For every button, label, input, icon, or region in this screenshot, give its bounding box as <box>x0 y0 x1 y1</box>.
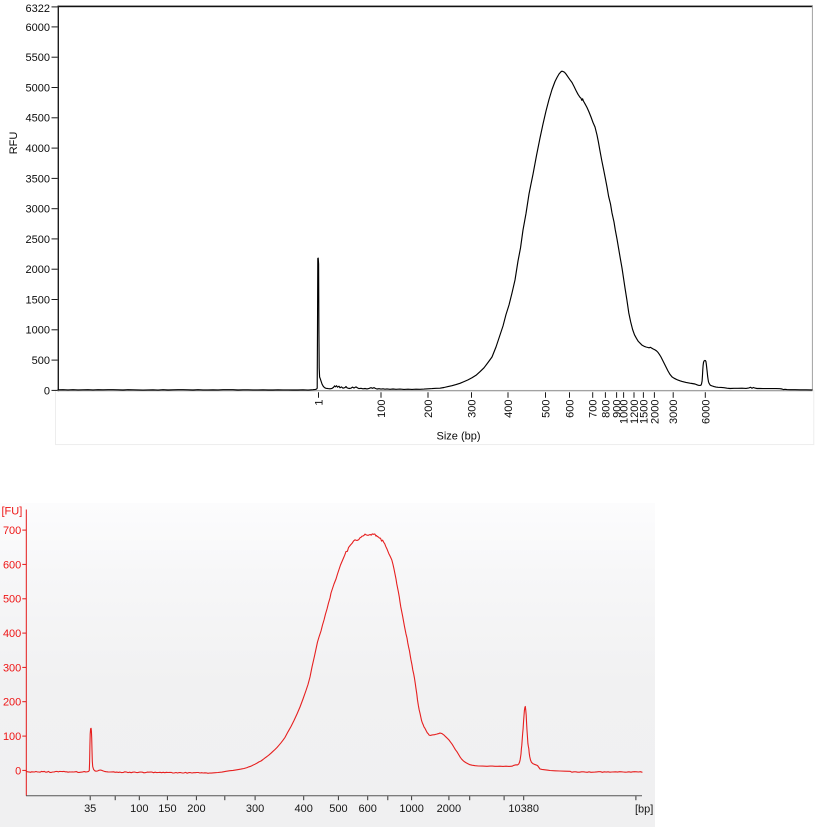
svg-text:400: 400 <box>3 628 21 640</box>
svg-text:0: 0 <box>15 765 21 777</box>
svg-text:500: 500 <box>32 355 50 367</box>
svg-text:[FU]: [FU] <box>2 505 23 517</box>
svg-text:[bp]: [bp] <box>635 803 653 815</box>
svg-text:1000: 1000 <box>26 325 50 337</box>
svg-text:700: 700 <box>3 525 21 537</box>
svg-text:200: 200 <box>187 803 205 815</box>
svg-text:300: 300 <box>246 803 264 815</box>
svg-text:1: 1 <box>314 400 326 406</box>
svg-text:100: 100 <box>376 400 388 418</box>
svg-text:1000: 1000 <box>619 400 631 424</box>
svg-text:10380: 10380 <box>508 803 539 815</box>
svg-text:1500: 1500 <box>26 294 50 306</box>
svg-text:4000: 4000 <box>26 143 50 155</box>
svg-text:3500: 3500 <box>26 173 50 185</box>
svg-text:500: 500 <box>3 594 21 606</box>
svg-text:900: 900 <box>612 400 624 418</box>
svg-text:700: 700 <box>588 400 600 418</box>
svg-text:300: 300 <box>467 400 479 418</box>
svg-text:100: 100 <box>3 731 21 743</box>
svg-text:200: 200 <box>423 400 435 418</box>
svg-text:2000: 2000 <box>437 803 461 815</box>
svg-text:0: 0 <box>44 385 50 397</box>
svg-text:5500: 5500 <box>26 52 50 64</box>
svg-text:400: 400 <box>503 400 515 418</box>
svg-text:6322: 6322 <box>26 3 50 15</box>
svg-text:600: 600 <box>565 400 577 418</box>
svg-text:800: 800 <box>600 400 612 418</box>
svg-text:5000: 5000 <box>26 82 50 94</box>
svg-text:100: 100 <box>130 803 148 815</box>
svg-text:4500: 4500 <box>26 113 50 125</box>
svg-text:6000: 6000 <box>26 22 50 34</box>
svg-text:500: 500 <box>329 803 347 815</box>
svg-text:150: 150 <box>158 803 176 815</box>
svg-text:400: 400 <box>295 803 313 815</box>
svg-text:Size (bp): Size (bp) <box>436 431 480 443</box>
svg-text:6000: 6000 <box>700 400 712 424</box>
svg-text:1200: 1200 <box>629 400 641 424</box>
svg-text:3000: 3000 <box>26 204 50 216</box>
svg-text:2000: 2000 <box>649 400 661 424</box>
svg-text:2500: 2500 <box>26 234 50 246</box>
svg-text:35: 35 <box>84 803 96 815</box>
svg-text:500: 500 <box>541 400 553 418</box>
svg-text:600: 600 <box>359 803 377 815</box>
svg-text:3000: 3000 <box>668 400 680 424</box>
svg-text:1000: 1000 <box>399 803 423 815</box>
svg-text:300: 300 <box>3 662 21 674</box>
svg-text:600: 600 <box>3 559 21 571</box>
svg-text:200: 200 <box>3 697 21 709</box>
svg-text:RFU: RFU <box>8 132 20 155</box>
svg-text:2000: 2000 <box>26 264 50 276</box>
svg-text:1500: 1500 <box>638 400 650 424</box>
